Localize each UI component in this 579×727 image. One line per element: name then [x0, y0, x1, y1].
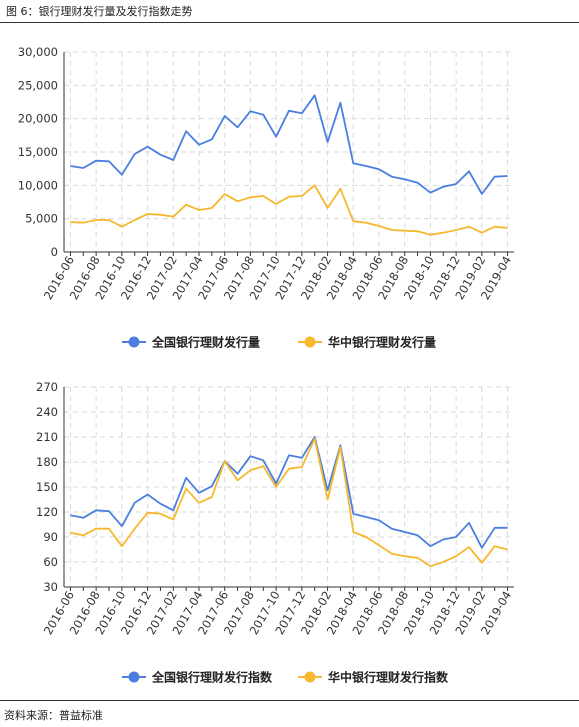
chart2-legend-label-2: 华中银行理财发行指数: [328, 670, 449, 685]
chart2-y-tick-label: 120: [36, 505, 58, 519]
chart2-legend-label-1: 全国银行理财发行指数: [151, 670, 273, 685]
chart2-y-tick-label: 240: [36, 405, 58, 419]
figure-title: 图 6：银行理财发行量及发行指数走势: [6, 5, 193, 18]
chart1-y-tick-label: 15,000: [18, 145, 58, 159]
chart1-legend-marker-1: [128, 336, 140, 348]
issuance-volume-chart: 05,00010,00015,00020,00025,00030,0002016…: [18, 45, 514, 350]
chart2-y-tick-label: 180: [36, 455, 58, 469]
chart2-y-tick-label: 90: [43, 530, 58, 544]
top-rule: [0, 22, 579, 23]
chart1-y-tick-label: 5,000: [25, 212, 58, 226]
chart2-y-tick-label: 270: [36, 380, 58, 394]
chart1-y-tick-label: 25,000: [18, 78, 58, 92]
chart2-y-tick-label: 30: [43, 580, 58, 594]
chart2-y-tick-label: 150: [36, 480, 58, 494]
chart1-series-line-2: [70, 184, 508, 236]
chart1-legend-label-2: 华中银行理财发行量: [328, 335, 436, 350]
bottom-rule: [0, 700, 579, 701]
issuance-index-chart: 3060901201501802102402702016-062016-0820…: [36, 380, 514, 685]
chart1-series-line-1: [70, 94, 508, 195]
chart2-legend-marker-1: [128, 671, 140, 683]
chart1-y-tick-label: 10,000: [18, 178, 58, 192]
chart1-y-tick-label: 20,000: [18, 112, 58, 126]
chart2-y-tick-label: 210: [36, 430, 58, 444]
chart1-legend-label-1: 全国银行理财发行量: [151, 335, 260, 350]
chart1-legend-marker-2: [304, 336, 316, 348]
chart2-series-line-2: [70, 437, 508, 568]
chart2-legend-marker-2: [304, 671, 316, 683]
chart2-y-tick-label: 60: [43, 555, 58, 569]
chart2-series-line-1: [70, 436, 508, 549]
chart1-y-tick-label: 0: [51, 245, 58, 259]
chart1-y-tick-label: 30,000: [18, 45, 58, 59]
source-note: 资料来源：普益标准: [4, 709, 103, 722]
